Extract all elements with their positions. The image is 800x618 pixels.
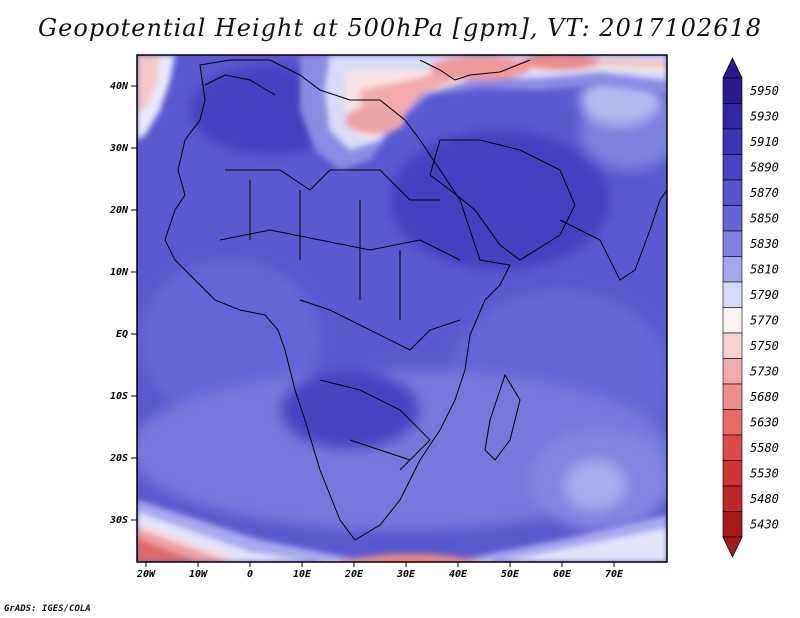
lat-axis: 40N 30N 20N 10N EQ 10S 20S 30S	[109, 81, 137, 526]
colorbar-swatch	[722, 281, 743, 308]
colorbar-swatch	[722, 77, 743, 104]
colorbar-label: 5680	[750, 390, 779, 404]
colorbar-label: 5730	[750, 364, 779, 378]
colorbar-swatch	[722, 128, 743, 155]
coastlines-borders	[164, 59, 667, 541]
lon-label: 40E	[449, 569, 468, 580]
lat-label: 10S	[110, 391, 128, 402]
colorbar-label: 5930	[750, 109, 779, 123]
map-frame	[136, 54, 668, 563]
height-field	[137, 55, 667, 562]
colorbar-swatch	[722, 358, 743, 385]
lat-label: 10N	[110, 267, 129, 278]
colorbar-label: 5630	[750, 415, 779, 429]
colorbar-label: 5430	[750, 517, 779, 531]
colorbar-swatch	[722, 154, 743, 181]
colorbar-label: 5790	[750, 288, 779, 302]
lon-label: 20W	[136, 569, 156, 580]
map-title: Geopotential Height at 500hPa [gpm], VT:…	[38, 14, 762, 42]
lat-label: 40N	[110, 81, 129, 92]
lat-label: 30S	[109, 515, 128, 526]
colorbar-label: 5810	[750, 262, 779, 276]
colorbar-swatch	[722, 103, 743, 130]
lat-label: EQ	[116, 329, 128, 340]
colorbar-label: 5850	[750, 211, 779, 225]
lat-label: 30N	[109, 143, 129, 154]
lon-axis: 20W 10W 0 10E 20E 30E 40E 50E 60E 70E	[136, 562, 624, 580]
lon-label: 70E	[605, 569, 624, 580]
colorbar-label: 5530	[750, 466, 779, 480]
lat-label: 20S	[109, 453, 128, 464]
colorbar: 5950 5930 5910 5890 5870 5850 5830 5810 5790 5770…	[722, 57, 779, 558]
colorbar-label: 5950	[750, 84, 779, 98]
lat-label: 20N	[109, 205, 129, 216]
colorbar-label: 5870	[750, 186, 779, 200]
colorbar-label: 5910	[750, 135, 779, 149]
colorbar-swatch	[722, 179, 743, 206]
colorbar-swatch	[722, 383, 743, 410]
colorbar-label: 5830	[750, 237, 779, 251]
colorbar-swatch	[722, 511, 743, 538]
colorbar-swatch	[722, 409, 743, 436]
colorbar-label: 5750	[750, 339, 779, 353]
colorbar-label: 5480	[750, 492, 779, 506]
lon-label: 0	[247, 569, 253, 580]
credit-label: GrADS: IGES/COLA	[4, 604, 91, 614]
colorbar-swatch	[722, 460, 743, 487]
colorbar-label: 5580	[750, 441, 779, 455]
colorbar-swatch	[722, 205, 743, 232]
lon-label: 10E	[293, 569, 312, 580]
colorbar-swatch	[722, 434, 743, 461]
lon-label: 50E	[501, 569, 520, 580]
lon-label: 30E	[396, 569, 416, 580]
lon-label: 20E	[344, 569, 364, 580]
lon-label: 60E	[553, 569, 572, 580]
colorbar-swatch	[722, 230, 743, 257]
colorbar-max-arrow	[722, 57, 743, 79]
colorbar-min-arrow	[722, 536, 743, 558]
colorbar-swatch	[722, 332, 743, 359]
colorbar-label: 5890	[750, 160, 779, 174]
colorbar-swatch	[722, 256, 743, 283]
colorbar-swatch	[722, 307, 743, 334]
lon-label: 10W	[189, 569, 208, 580]
colorbar-label: 5770	[750, 313, 779, 327]
colorbar-swatch	[722, 485, 743, 512]
